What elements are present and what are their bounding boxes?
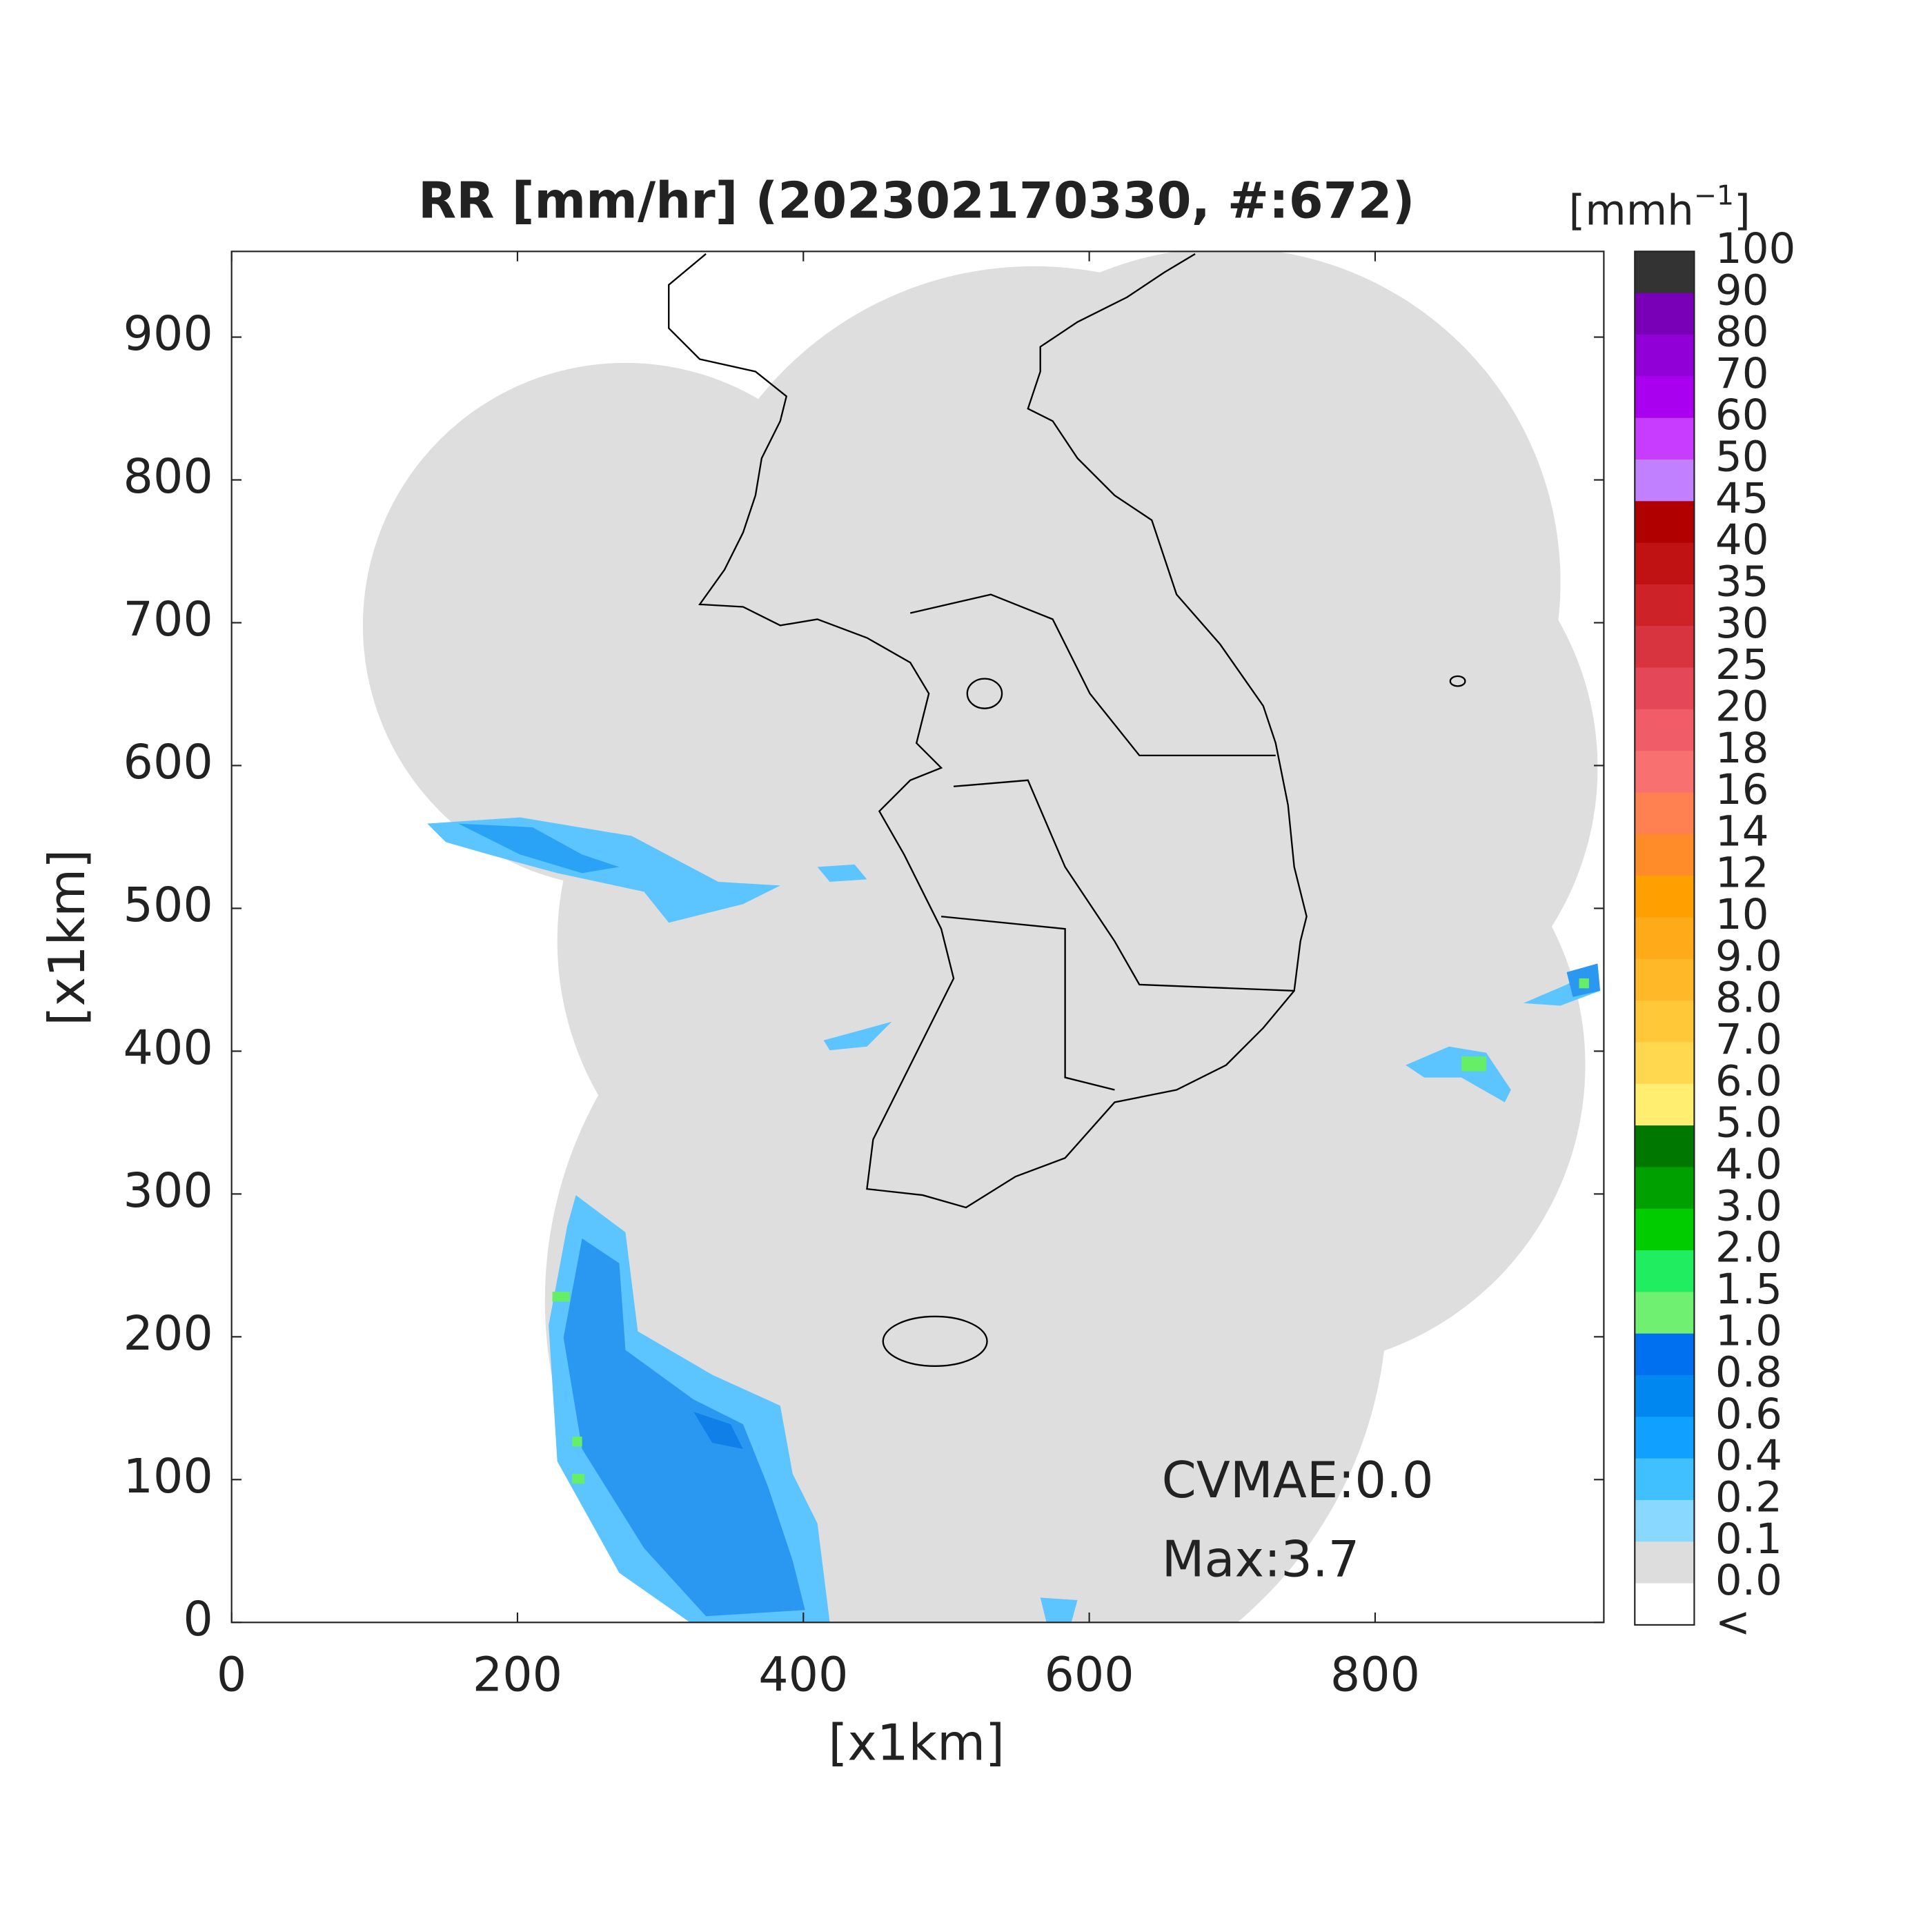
colorbar-label: 0.2	[1715, 1473, 1782, 1522]
colorbar-swatch	[1635, 1167, 1695, 1210]
colorbar-label: 20	[1715, 682, 1769, 731]
colorbar-label: 50	[1715, 433, 1769, 482]
colorbar-label: 35	[1715, 558, 1769, 607]
y-tick-label: 300	[124, 1164, 213, 1219]
colorbar-unit-exponent: −1	[1694, 179, 1734, 211]
colorbar-swatch	[1635, 1208, 1695, 1251]
colorbar-label: 10	[1715, 890, 1769, 939]
colorbar-swatch	[1635, 251, 1695, 294]
colorbar-label: 16	[1715, 765, 1769, 814]
y-tick-label: 500	[124, 878, 213, 933]
x-tick-label: 200	[473, 1648, 562, 1703]
colorbar-swatch	[1635, 626, 1695, 669]
colorbar-label: 80	[1715, 308, 1769, 357]
y-tick-label: 800	[124, 450, 213, 504]
colorbar-swatch	[1635, 834, 1695, 877]
colorbar-swatch	[1635, 542, 1695, 585]
x-tick-label: 0	[217, 1648, 246, 1703]
colorbar-label: 5.0	[1715, 1098, 1782, 1147]
colorbar-label: 0.1	[1715, 1515, 1782, 1564]
colorbar-swatch	[1635, 1499, 1695, 1543]
colorbar-label: 1.5	[1715, 1265, 1782, 1314]
colorbar-swatch	[1635, 958, 1695, 1002]
colorbar-swatch	[1635, 917, 1695, 960]
colorbar-unit-base: [mmh	[1568, 186, 1693, 235]
y-tick-label: 0	[183, 1593, 213, 1647]
annotation: Max:3.7	[1162, 1530, 1360, 1588]
x-tick-label: 800	[1330, 1648, 1420, 1703]
y-axis-label: [x1km]	[38, 849, 96, 1026]
rain-echoes	[427, 817, 1601, 1623]
y-tick-label: 600	[124, 736, 213, 790]
colorbar-label: 0.8	[1715, 1348, 1782, 1397]
colorbar-swatch	[1635, 1458, 1695, 1501]
y-tick-label: 400	[124, 1021, 213, 1076]
colorbar-label: 9.0	[1715, 931, 1782, 980]
colorbar-swatch	[1635, 1125, 1695, 1168]
colorbar-label: 2.0	[1715, 1223, 1782, 1272]
colorbar-label: 0.0	[1715, 1556, 1782, 1605]
colorbar-swatch	[1635, 1333, 1695, 1376]
colorbar-label: 18	[1715, 724, 1769, 773]
colorbar-label: 6.0	[1715, 1056, 1782, 1105]
colorbar-swatch	[1635, 1250, 1695, 1293]
x-tick-label: 400	[758, 1648, 848, 1703]
colorbar-swatch	[1635, 584, 1695, 627]
colorbar-swatch	[1635, 335, 1695, 377]
colorbar-label: 0.4	[1715, 1431, 1782, 1480]
colorbar-swatch	[1635, 459, 1695, 502]
colorbar-swatch	[1635, 1583, 1695, 1626]
colorbar-label: 8.0	[1715, 974, 1782, 1023]
colorbar-label: 70	[1715, 349, 1769, 398]
colorbar-label: 7.0	[1715, 1015, 1782, 1064]
coastline	[668, 253, 1466, 1367]
colorbar-label: 25	[1715, 640, 1769, 689]
colorbar-label: 90	[1715, 266, 1769, 315]
colorbar-label: 45	[1715, 474, 1769, 523]
colorbar-swatch	[1635, 1541, 1695, 1584]
colorbar-swatch	[1635, 1417, 1695, 1459]
annotation: CVMAE:0.0	[1162, 1451, 1434, 1509]
y-tick-label: 200	[124, 1307, 213, 1361]
colorbar-swatch	[1635, 1000, 1695, 1043]
colorbar-swatch	[1635, 792, 1695, 835]
colorbar-frame	[1634, 250, 1695, 1626]
y-tick-label: 100	[124, 1450, 213, 1504]
colorbar-label: 3.0	[1715, 1181, 1782, 1230]
plot-frame	[230, 250, 1605, 1624]
x-axis-label: [x1km]	[828, 1713, 1005, 1771]
colorbar-label: 60	[1715, 391, 1769, 440]
colorbar-swatch	[1635, 709, 1695, 752]
colorbar-swatch	[1635, 1042, 1695, 1085]
colorbar-label: 4.0	[1715, 1140, 1782, 1189]
figure-root: RR [mm/hr] (202302170330, #:672) [x1km] …	[38, 172, 1796, 1772]
x-tick-label: 600	[1045, 1648, 1134, 1703]
colorbar-label: 40	[1715, 515, 1769, 564]
colorbar-label: 100	[1715, 224, 1795, 273]
colorbar-swatch	[1635, 501, 1695, 544]
colorbar-swatch	[1635, 376, 1695, 419]
y-tick-label: 900	[124, 307, 213, 362]
colorbar-swatch	[1635, 751, 1695, 793]
colorbar-swatch	[1635, 417, 1695, 460]
colorbar-unit-close: ]	[1734, 186, 1751, 235]
colorbar-label: <	[1715, 1598, 1751, 1647]
colorbar-swatch	[1635, 876, 1695, 918]
map-layer	[362, 251, 1601, 1623]
title: RR [mm/hr] (202302170330, #:672)	[418, 172, 1414, 230]
colorbar-label: 30	[1715, 599, 1769, 648]
colorbar-swatch	[1635, 1083, 1695, 1126]
colorbar-swatch	[1635, 293, 1695, 335]
colorbar-label: 12	[1715, 849, 1769, 898]
colorbar-unit: [mmh−1]	[1568, 179, 1750, 235]
colorbar-label: 14	[1715, 807, 1769, 856]
colorbar-swatch	[1635, 1292, 1695, 1334]
colorbar-swatch	[1635, 1374, 1695, 1418]
colorbar-label: 0.6	[1715, 1390, 1782, 1439]
colorbar-swatch	[1635, 667, 1695, 710]
colorbar-label: 1.0	[1715, 1306, 1782, 1355]
y-tick-label: 700	[124, 593, 213, 647]
